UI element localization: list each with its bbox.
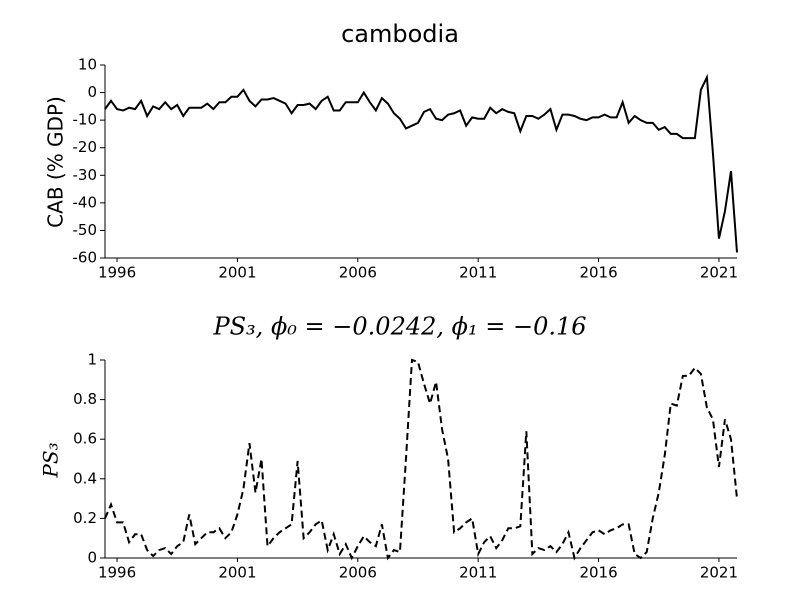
x-tick-label: 2001 [218, 264, 256, 282]
y-tick-label: 0 [87, 83, 97, 101]
x-tick-label: 2016 [579, 264, 617, 282]
x-tick-label: 2006 [339, 564, 377, 582]
y-tick-label: -10 [73, 111, 98, 129]
y-axis-label: CAB (% GDP) [44, 96, 68, 228]
y-tick-label: 10 [78, 56, 97, 74]
y-tick-label: 0.4 [73, 469, 97, 487]
chart-title: PS₃, ϕ₀ = −0.0242, ϕ₁ = −0.16 [212, 313, 586, 341]
y-tick-label: -30 [73, 166, 98, 184]
y-tick-label: -40 [73, 193, 98, 211]
y-tick-label: 0.8 [73, 390, 97, 408]
y-axis-label: PS₃ [39, 442, 63, 478]
data-line [104, 73, 738, 253]
x-tick-label: 2021 [700, 564, 738, 582]
chart-title: cambodia [341, 20, 459, 48]
y-tick-label: 1 [87, 351, 97, 369]
y-tick-label: 0.2 [73, 509, 97, 527]
x-tick-label: 1996 [98, 564, 136, 582]
x-tick-label: 2021 [700, 264, 738, 282]
y-tick-label: -60 [73, 249, 98, 267]
x-tick-label: 2006 [339, 264, 377, 282]
y-tick-label: -50 [73, 221, 98, 239]
x-tick-label: 2001 [218, 564, 256, 582]
x-tick-label: 2011 [459, 264, 497, 282]
y-tick-label: 0 [87, 549, 97, 567]
x-tick-label: 2011 [459, 564, 497, 582]
x-tick-label: 1996 [98, 264, 136, 282]
x-tick-label: 2016 [579, 564, 617, 582]
y-tick-label: -20 [73, 138, 98, 156]
y-tick-label: 0.6 [73, 430, 97, 448]
data-line [104, 358, 738, 561]
